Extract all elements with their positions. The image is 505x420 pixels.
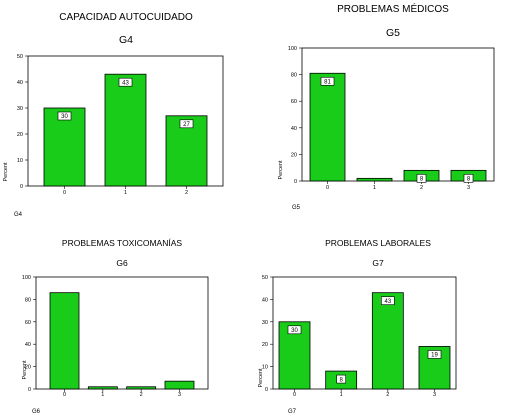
chart-title: PROBLEMAS TOXICOMANÍAS [62, 238, 182, 248]
y-axis-label: Percent [3, 162, 9, 181]
bar-2 [126, 386, 157, 390]
chart-footnote: G6 [32, 409, 41, 415]
chart-subtitle: G7 [372, 258, 384, 268]
plot-frame [272, 276, 457, 390]
y-tick-label: 40 [25, 342, 31, 348]
data-label-box [118, 77, 133, 87]
chart-g7: PROBLEMAS LABORALESG701020304050Percent0… [258, 238, 457, 415]
y-tick-label: 10 [17, 158, 23, 164]
x-tick-label: 3 [178, 392, 181, 398]
y-tick-label: 20 [291, 152, 297, 158]
y-tick-label: 0 [20, 184, 23, 190]
data-label: 30 [61, 114, 68, 120]
chart-title: PROBLEMAS MÉDICOS [337, 2, 449, 15]
chart-subtitle: G6 [116, 258, 128, 268]
chart-title: CAPACIDAD AUTOCUIDADO [59, 12, 193, 23]
y-tick-label: 30 [262, 320, 268, 326]
chart-title: PROBLEMAS LABORALES [325, 238, 431, 248]
data-label-box [320, 76, 335, 86]
x-tick-label: 3 [433, 392, 436, 398]
bar-0 [49, 292, 80, 390]
x-tick-label: 2 [420, 185, 423, 191]
y-tick-label: 50 [17, 54, 23, 60]
y-tick-label: 100 [22, 275, 31, 281]
bar-1 [87, 386, 118, 390]
x-tick-label: 1 [101, 392, 104, 398]
x-tick-label: 1 [373, 185, 376, 191]
data-label: 19 [431, 353, 438, 359]
x-tick-label: 0 [63, 190, 66, 196]
data-label: 8 [339, 377, 343, 383]
data-label: 43 [384, 299, 391, 305]
data-label-box [416, 174, 427, 183]
y-tick-label: 20 [262, 342, 268, 348]
bar-0 [309, 72, 346, 182]
y-tick-label: 10 [262, 365, 268, 371]
y-axis-label: Percent [278, 160, 284, 179]
y-tick-label: 80 [25, 297, 31, 303]
data-label-box [336, 374, 346, 384]
chart-footnote: G4 [14, 212, 23, 218]
y-tick-label: 30 [17, 106, 23, 112]
data-label: 30 [291, 328, 298, 334]
y-tick-label: 40 [291, 126, 297, 132]
y-tick-label: 60 [291, 99, 297, 105]
chart-footnote: G7 [288, 409, 297, 415]
y-tick-label: 40 [262, 297, 268, 303]
bar-3 [164, 380, 195, 390]
y-tick-label: 50 [262, 275, 268, 281]
chart-subtitle: G4 [119, 34, 133, 46]
data-label-box [179, 119, 194, 129]
data-label: 27 [183, 122, 190, 128]
data-label-box [381, 296, 395, 305]
x-tick-label: 3 [467, 185, 470, 191]
data-label-box [427, 350, 442, 359]
chart-subtitle: G5 [386, 27, 400, 39]
x-tick-label: 2 [386, 392, 389, 398]
y-tick-label: 0 [294, 179, 297, 185]
x-tick-label: 2 [185, 190, 188, 196]
data-label-box [463, 174, 474, 183]
x-tick-label: 0 [63, 392, 66, 398]
y-tick-label: 20 [17, 132, 23, 138]
x-tick-label: 2 [140, 392, 143, 398]
y-axis-label: Percent [22, 360, 28, 379]
y-tick-label: 0 [265, 387, 268, 393]
data-label: 81 [324, 79, 331, 85]
x-tick-label: 0 [326, 185, 329, 191]
bar-1 [356, 177, 393, 182]
chart-g6: PROBLEMAS TOXICOMANÍASG6020406080100Perc… [22, 238, 209, 415]
y-tick-label: 20 [25, 365, 31, 371]
bar-1 [104, 73, 147, 187]
y-tick-label: 80 [291, 73, 297, 79]
y-axis-label: Percent [258, 368, 264, 387]
y-tick-label: 60 [25, 320, 31, 326]
data-label-box [57, 111, 72, 121]
plot-frame [35, 276, 209, 390]
data-label: 8 [420, 177, 424, 183]
y-tick-label: 0 [28, 387, 31, 393]
bar-2 [371, 292, 404, 390]
data-label: 8 [467, 177, 471, 183]
data-label: 43 [122, 80, 129, 86]
chart-g4: CAPACIDAD AUTOCUIDADOG401020304050Percen… [3, 12, 224, 218]
chart-footnote: G5 [292, 205, 301, 211]
data-label-box [287, 325, 302, 335]
x-tick-label: 1 [340, 392, 343, 398]
plot-frame [301, 47, 495, 182]
y-tick-label: 100 [288, 46, 297, 52]
y-tick-label: 40 [17, 80, 23, 86]
bar-0 [43, 107, 86, 187]
chart-g5: PROBLEMAS MÉDICOS G5 0 20 40 60 80 100 Percent 0 8… [278, 2, 495, 211]
x-tick-label: 1 [124, 190, 127, 196]
x-tick-label: 0 [293, 392, 296, 398]
